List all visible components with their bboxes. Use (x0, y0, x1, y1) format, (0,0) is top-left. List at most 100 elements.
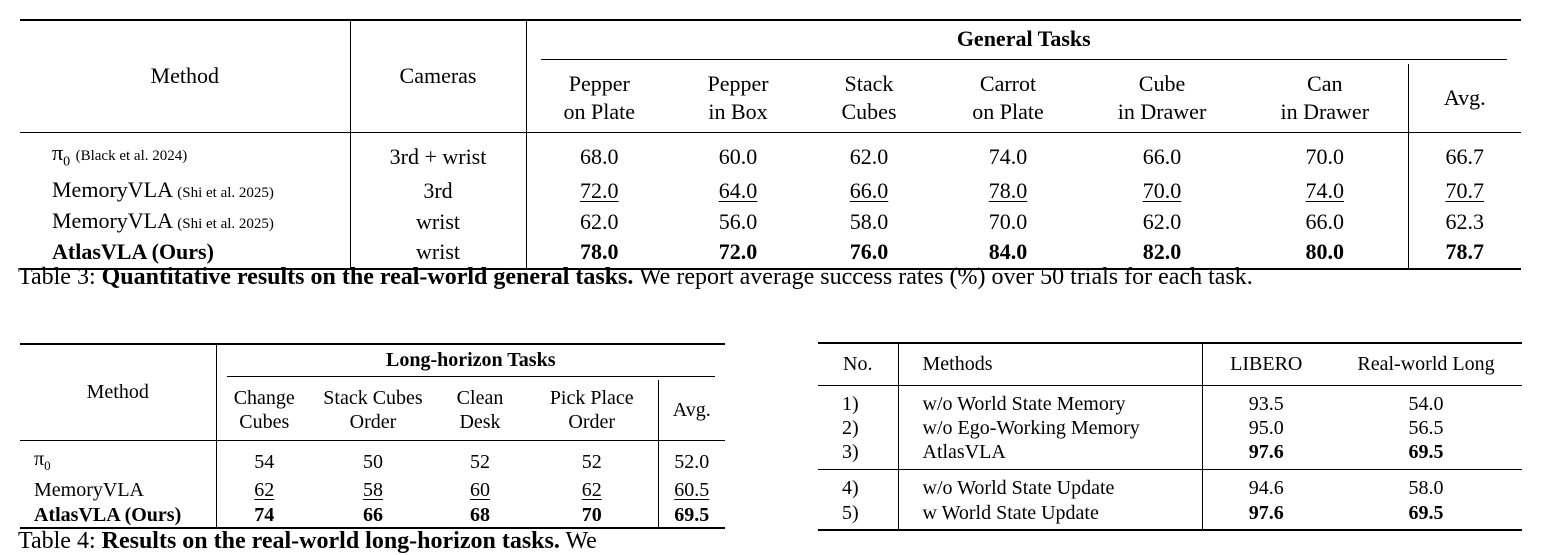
t5-header-row: No. Methods LIBERO Real-world Long (818, 342, 1522, 386)
value-cell: 62.0 (804, 131, 934, 176)
libero-cell: 97.6 (1201, 439, 1330, 470)
t4-task-header: Pick Place Order (549, 386, 634, 433)
table-row: π0 54 50 52 52 52.0 (20, 439, 725, 478)
table-row: AtlasVLA (Ours) wrist 78.0 72.0 76.0 84.0 82.0… (20, 237, 1521, 270)
ablation-no-cell: 3) (818, 439, 898, 470)
real-world-cell: 56.5 (1408, 416, 1444, 439)
real-world-cell: 54.0 (1408, 392, 1444, 415)
value-cell: 72.0 (525, 175, 672, 207)
ablation-no-cell: 2) (842, 416, 859, 439)
value-cell: 62.0 (525, 206, 672, 238)
value-cell: 74.0 (1305, 178, 1345, 204)
t4-task-header: Clean Desk (456, 386, 504, 433)
libero-cell: 97.6 (1201, 500, 1330, 531)
t4-task-header: Stack Cubes Order (323, 386, 423, 433)
value-cell: 58.0 (849, 209, 889, 235)
t3-avg-header: Avg. (1407, 64, 1521, 132)
t3-method-header: Method (20, 19, 350, 132)
cameras-cell: wrist (349, 206, 526, 238)
t4-task-header: Change Cubes (215, 380, 312, 440)
libero-cell: 94.6 (1201, 469, 1330, 500)
t5-header-no: No. (818, 342, 898, 386)
value-cell: 70.0 (1242, 131, 1408, 176)
value-cell: 66.0 (849, 178, 889, 204)
value-cell: 70 (526, 502, 658, 529)
value-cell: 62 (581, 479, 602, 501)
ablation-method-cell: w/o Ego-Working Memory (897, 415, 1202, 440)
cameras-cell: 3rd + wrist (349, 131, 526, 176)
avg-cell: 70.7 (1407, 175, 1521, 207)
avg-cell: 60.5 (657, 477, 725, 503)
table4-caption: Table 4: Results on the real-world long-… (18, 528, 597, 554)
table-row: π0 (Black et al. 2024) 3rd + wrist 68.0 60.… (20, 131, 1521, 176)
t3-task-header: Carrot on Plate (972, 70, 1044, 124)
value-cell: 70.0 (988, 209, 1028, 235)
value-cell: 56.0 (718, 209, 758, 235)
value-cell: 78.0 (988, 178, 1028, 204)
t5-header-libero: LIBERO (1201, 342, 1330, 386)
value-cell: 58 (363, 479, 383, 501)
table-row: 1) w/o World State Memory 93.5 54.0 (818, 385, 1522, 416)
method-cell: π0 (Black et al. 2024) (20, 131, 350, 176)
table-row: 4) w/o World State Update 94.6 58.0 (818, 469, 1522, 500)
value-cell: 62.0 (1142, 209, 1182, 235)
ablation-method-cell: AtlasVLA (897, 439, 1202, 470)
value-cell: 50 (312, 439, 434, 478)
method-cell: MemoryVLA (Shi et al. 2025) (52, 176, 274, 202)
real-world-cell: 69.5 (1330, 439, 1522, 470)
t3-cameras-header: Cameras (349, 19, 526, 132)
libero-cell: 95.0 (1201, 415, 1330, 440)
value-cell: 76.0 (804, 237, 934, 270)
t3-task-header: Cube in Drawer (1117, 70, 1207, 124)
real-world-cell: 69.5 (1330, 500, 1522, 531)
cameras-cell: 3rd (349, 175, 526, 207)
method-cell: MemoryVLA (Shi et al. 2025) (52, 207, 274, 233)
table-row: MemoryVLA 62 58 60 62 60.5 (20, 477, 725, 503)
general-tasks-table: Method Cameras General Tasks Pepper on Pl… (20, 19, 1521, 270)
t4-method-header: Method (20, 343, 216, 440)
t3-task-header: Stack Cubes (841, 70, 897, 124)
value-cell: 78.0 (525, 237, 672, 270)
avg-cell: 66.7 (1407, 131, 1521, 176)
table-row: 2) w/o Ego-Working Memory 95.0 56.5 (818, 415, 1522, 440)
t4-avg-header: Avg. (657, 380, 725, 440)
t3-task-header-row: Pepper on Plate Pepper in Box Stack Cubes C… (20, 64, 1521, 132)
value-cell: 62 (215, 477, 312, 503)
value-cell: 66 (312, 502, 434, 529)
value-cell: 66.0 (1082, 131, 1242, 176)
ablation-method-cell: w/o World State Memory (897, 385, 1202, 416)
value-cell: 66.0 (1305, 209, 1345, 235)
method-cell: π0 (20, 439, 216, 478)
t3-group-header: General Tasks (540, 25, 1507, 60)
ablation-no-cell: 1) (842, 392, 859, 415)
t3-task-header: Pepper on Plate (525, 64, 672, 132)
ablation-method-cell: w/o World State Update (897, 469, 1202, 500)
method-cell: AtlasVLA (Ours) (20, 237, 350, 270)
value-cell: 74.0 (934, 131, 1082, 176)
ablation-no-cell: 5) (818, 500, 898, 531)
t4-group-header: Long-horizon Tasks (226, 348, 715, 377)
avg-cell: 78.7 (1407, 237, 1521, 270)
method-cell: AtlasVLA (Ours) (20, 502, 216, 529)
real-world-cell: 58.0 (1408, 477, 1444, 499)
value-cell: 82.0 (1082, 237, 1242, 270)
table-row: MemoryVLA (Shi et al. 2025) wrist 62.0 56.0… (20, 206, 1521, 238)
value-cell: 54 (215, 439, 312, 478)
table-row: 5) w World State Update 97.6 69.5 (818, 500, 1522, 531)
table-row: 3) AtlasVLA 97.6 69.5 (818, 439, 1522, 470)
value-cell: 64.0 (718, 178, 758, 204)
long-horizon-tasks-table: Method Long-horizon Tasks Change Cubes St… (20, 343, 725, 529)
value-cell: 74 (215, 502, 312, 529)
avg-cell: 52.0 (657, 439, 725, 478)
avg-cell: 62.3 (1407, 206, 1521, 238)
t3-task-header: Can in Drawer (1280, 70, 1370, 124)
avg-cell: 69.5 (657, 502, 725, 529)
table-row: AtlasVLA (Ours) 74 66 68 70 69.5 (20, 502, 725, 529)
method-cell: MemoryVLA (34, 479, 144, 501)
value-cell: 52 (434, 439, 526, 478)
table3-caption: Table 3: Quantitative results on the rea… (18, 264, 1253, 290)
ablation-method-cell: w World State Update (897, 500, 1202, 531)
t5-header-real: Real-world Long (1330, 342, 1522, 386)
value-cell: 68.0 (525, 131, 672, 176)
t3-task-header: Pepper in Box (707, 70, 769, 124)
